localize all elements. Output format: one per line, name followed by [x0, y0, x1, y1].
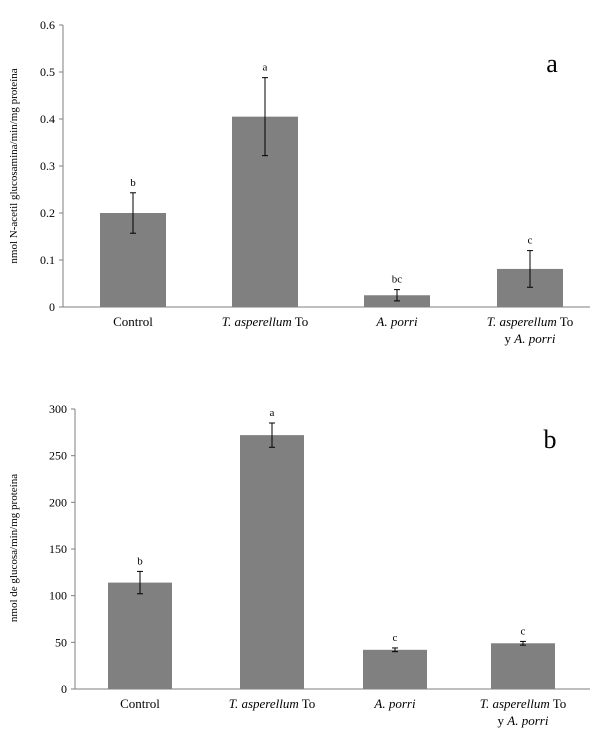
significance-label: bc — [392, 274, 403, 286]
y-axis-title: nmol N-acetil glucosamina/min/mg proteín… — [8, 68, 20, 263]
x-tick-label: A. porri — [375, 314, 418, 329]
x-tick-label: Control — [120, 696, 160, 711]
x-tick-label-run: T. asperellum — [480, 696, 550, 711]
x-tick-label-run: T. asperellum — [222, 314, 292, 329]
x-tick-label-run: y — [498, 713, 508, 728]
y-tick-label: 0.5 — [40, 65, 55, 79]
y-tick-label: 300 — [49, 402, 67, 416]
y-axis-title: nmol de glucosa/min/mg proteína — [8, 474, 20, 622]
x-tick-label: T. asperellum To — [229, 696, 316, 711]
bar — [491, 643, 555, 689]
y-tick-label: 150 — [49, 542, 67, 556]
x-tick-label-run: T. asperellum — [487, 314, 557, 329]
significance-label: a — [263, 62, 268, 74]
panel-label: b — [544, 425, 557, 454]
y-tick-label: 250 — [49, 449, 67, 463]
x-tick-label-run: To — [557, 314, 574, 329]
significance-label: c — [393, 632, 398, 644]
x-tick-label-run: To — [550, 696, 567, 711]
x-tick-label: y A. porri — [505, 331, 556, 346]
chart-panel-a: 0 0.1 0.2 0.3 0.4 0.5 0.6 nmol N-acetil glucosa… — [8, 18, 590, 346]
y-tick-label: 0.2 — [40, 206, 55, 220]
x-tick-label: Control — [113, 314, 153, 329]
x-tick-label: T. asperellum To — [222, 314, 309, 329]
y-tick-label: 50 — [55, 635, 67, 649]
x-tick-label-run: A. porri — [513, 331, 556, 346]
significance-label: b — [137, 555, 143, 567]
x-tick-label: y A. porri — [498, 713, 549, 728]
y-tick-label: 0 — [49, 300, 55, 314]
y-tick-label: 0.6 — [40, 18, 55, 32]
significance-label: c — [528, 235, 533, 247]
x-tick-label-run: T. asperellum — [229, 696, 299, 711]
y-tick-label: 0.1 — [40, 253, 55, 267]
bar — [108, 582, 172, 689]
significance-label: c — [521, 625, 526, 637]
x-tick-label-run: To — [299, 696, 316, 711]
x-tick-label: T. asperellum To — [480, 696, 567, 711]
x-tick-label-run: Control — [120, 696, 160, 711]
x-tick-label-run: To — [292, 314, 309, 329]
x-tick-label: T. asperellum To — [487, 314, 574, 329]
chart-panel-b: 0 50 100 150 200 250 300 nmol de glucosa/min/mg… — [8, 402, 590, 728]
bar — [363, 649, 427, 689]
x-tick-label-run: A. porri — [506, 713, 549, 728]
x-tick-label-run: A. porri — [375, 314, 418, 329]
y-tick-label: 0 — [61, 682, 67, 696]
y-tick-label: 100 — [49, 589, 67, 603]
significance-label: b — [130, 177, 136, 189]
x-tick-label: A. porri — [373, 696, 416, 711]
x-tick-label-run: Control — [113, 314, 153, 329]
y-tick-label: 0.3 — [40, 159, 55, 173]
panel-label: a — [546, 49, 558, 78]
x-tick-label-run: y — [505, 331, 515, 346]
y-tick-label: 0.4 — [40, 112, 55, 126]
x-tick-label-run: A. porri — [373, 696, 416, 711]
bar — [240, 435, 304, 689]
y-tick-label: 200 — [49, 495, 67, 509]
significance-label: a — [270, 407, 275, 419]
